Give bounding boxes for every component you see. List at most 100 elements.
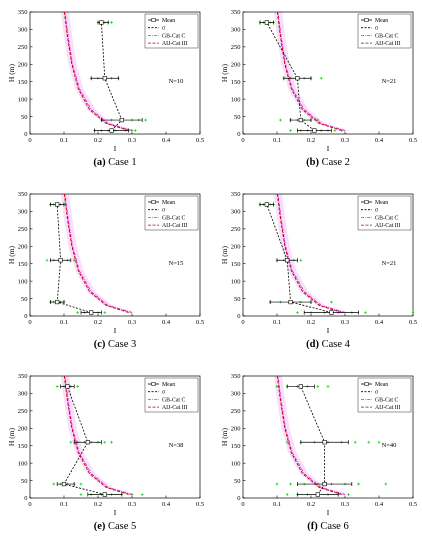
gb-cat-c-line [64,11,133,131]
legend-entry: GB-Cat C [375,215,398,221]
legend-marker [364,200,369,204]
plot-frame [242,11,414,135]
y-tick-label: 200 [231,61,241,68]
y-tick-label: 50 [234,296,241,303]
mean-marker [264,20,269,25]
mean-marker [329,310,334,315]
sample-point [140,493,144,496]
y-axis-label: H (m) [7,63,16,82]
caption-label: (f) [307,521,318,532]
y-axis-label: H (m) [7,245,16,264]
sample-point [411,311,415,314]
sample-point [110,21,113,24]
code-profile-band [273,194,350,313]
sample-point [76,385,79,388]
gb-cat-c-line [277,11,346,131]
x-tick-label: 0.1 [60,319,68,326]
plot-frame [29,375,201,499]
x-tick-label: 0.3 [128,319,136,326]
legend-entry: AIJ-Cat III [162,41,188,47]
x-axis-label: I [114,326,117,335]
mean-marker [85,440,90,445]
x-axis-label: I [114,508,117,517]
sample-point [333,129,337,132]
legend-entry: Mean [162,18,175,24]
y-tick-label: 0 [237,313,240,320]
x-tick-label: 0.1 [273,137,281,144]
panel-caption: (e) Case 5 [94,521,137,532]
y-tick-label: 0 [237,131,240,138]
mean-marker [312,128,317,133]
y-tick-label: 100 [18,278,28,285]
legend-entry: Mean [375,382,388,388]
legend-entry: AIJ-Cat III [375,223,401,229]
mean-line [266,204,332,313]
sample-point [319,76,323,80]
sample-count-label: N=21 [382,78,397,85]
y-tick-label: 50 [21,478,28,485]
y-tick-label: 50 [234,478,241,485]
mean-line [300,386,325,495]
sample-point [364,311,367,314]
x-tick-label: 0.2 [307,137,315,144]
x-tick-label: 0.2 [94,501,102,508]
y-axis-label: H (m) [220,427,229,446]
y-tick-label: 150 [231,261,241,268]
y-tick-label: 350 [18,9,28,16]
sample-count-label: N=21 [382,260,397,267]
x-tick-label: 0.4 [162,501,171,508]
legend-marker [151,200,156,204]
y-tick-label: 200 [18,243,28,250]
y-tick-label: 0 [24,313,27,320]
mean-marker [65,384,70,389]
mean-marker [102,76,107,81]
plot-frame [242,193,414,317]
legend-entry: GB-Cat C [162,215,185,221]
x-tick-label: 0.2 [307,501,315,508]
panel-2: 0 0.1 0.2 0.3 0.4 0.5 0 50 100 150 200 250 300 350 I H … [220,9,417,168]
y-tick-label: 50 [234,114,241,121]
legend-entry: GB-Cat C [375,397,398,403]
sample-point [103,311,107,314]
y-tick-label: 50 [21,114,28,121]
x-axis-label: I [327,326,330,335]
x-tick-label: 0.5 [196,137,204,144]
y-tick-label: 200 [18,61,28,68]
sample-count-label: N=38 [169,442,184,449]
legend-entry: AIJ-Cat III [375,405,401,411]
x-tick-label: 0.4 [162,137,171,144]
legend-marker [364,18,369,22]
mean-line [63,386,105,495]
x-tick-label: 0.3 [341,501,349,508]
x-tick-label: 0.2 [307,319,315,326]
plot-frame [29,193,201,317]
y-tick-label: 150 [231,443,241,450]
caption-label: (c) [94,339,106,350]
y-tick-label: 250 [231,408,241,415]
x-tick-label: 0 [28,501,31,508]
caption-text: Case 1 [106,157,137,168]
y-tick-label: 300 [231,391,241,398]
mean-line [56,204,92,313]
x-tick-label: 0.2 [94,137,102,144]
caption-label: (b) [306,157,319,168]
x-axis-label: I [327,144,330,153]
sample-point [275,482,279,486]
y-tick-label: 350 [231,9,241,16]
mean-marker [322,481,327,487]
y-tick-label: 300 [18,391,28,398]
aij-cat-iii-line [63,375,129,495]
x-tick-label: 0.4 [375,137,384,144]
mean-marker [61,481,67,487]
y-tick-label: 250 [231,44,241,51]
x-tick-label: 0.1 [273,501,281,508]
y-axis-label: H (m) [220,63,229,82]
sample-point [353,440,357,444]
mean-marker [288,299,293,305]
panel-5: 0 0.1 0.2 0.3 0.4 0.5 0 50 100 150 200 250 300 350 I H … [7,373,204,532]
x-tick-label: 0.4 [162,319,171,326]
aij-cat-iii-line [63,11,129,131]
mean-line [266,22,315,131]
y-tick-label: 100 [18,460,28,467]
panel-3: 0 0.1 0.2 0.3 0.4 0.5 0 50 100 150 200 250 300 350 I H … [7,191,204,350]
